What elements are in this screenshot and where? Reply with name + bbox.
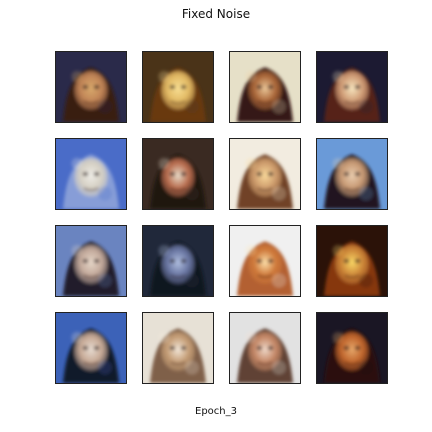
generated-image-tile: [55, 312, 127, 384]
generated-image-tile: [55, 138, 127, 210]
generated-image-tile: [229, 138, 301, 210]
generated-image-tile: [55, 225, 127, 297]
generated-image-tile: [316, 138, 388, 210]
generated-image-tile: [229, 51, 301, 123]
generated-image-tile: [229, 312, 301, 384]
generated-image-tile: [142, 51, 214, 123]
generated-image-tile: [142, 225, 214, 297]
generated-image-tile: [55, 51, 127, 123]
generated-image-tile: [316, 51, 388, 123]
generated-image-tile: [229, 225, 301, 297]
generated-image-tile: [142, 312, 214, 384]
generated-image-tile: [316, 225, 388, 297]
figure-title: Fixed Noise: [181, 7, 251, 21]
generated-image-tile: [142, 138, 214, 210]
generated-image-tile: [316, 312, 388, 384]
figure-caption: Epoch_3: [195, 406, 237, 417]
